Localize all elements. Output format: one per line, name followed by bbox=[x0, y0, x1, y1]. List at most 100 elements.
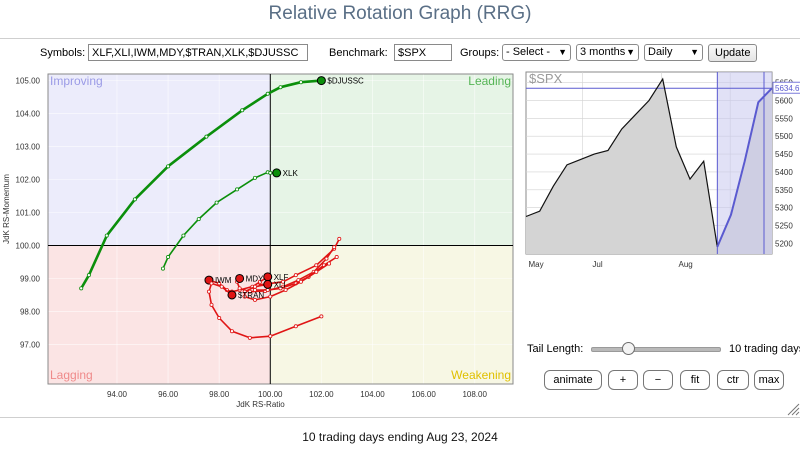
page-title: Relative Rotation Graph (RRG) bbox=[268, 3, 532, 24]
rrg-chart[interactable]: Improving Leading Lagging Weakening 94.00 96.… bbox=[0, 64, 522, 422]
tail-point bbox=[206, 289, 211, 294]
spx-y-tick: 5600 bbox=[775, 97, 793, 106]
tail-point bbox=[242, 294, 247, 299]
spx-last-value: 5634.61 bbox=[775, 84, 800, 93]
symbol-label: XLI bbox=[274, 280, 286, 289]
frequency-select-value: Daily bbox=[648, 46, 673, 58]
tail-point bbox=[104, 233, 109, 238]
x-tick-label: 104.00 bbox=[360, 390, 385, 399]
quadrant-label-lagging: Lagging bbox=[50, 368, 93, 382]
head-marker-tran bbox=[227, 290, 237, 300]
tail-point bbox=[314, 263, 319, 268]
zoom-in-button[interactable]: + bbox=[608, 370, 638, 390]
tail-point bbox=[319, 314, 324, 319]
y-tick-label: 98.00 bbox=[20, 307, 41, 316]
symbol-label: $TRAN bbox=[238, 291, 264, 300]
tail-length-value: 10 trading days bbox=[729, 343, 800, 355]
x-tick-label: 108.00 bbox=[462, 390, 487, 399]
frequency-select[interactable]: Daily ▼ bbox=[644, 44, 703, 61]
tail-point bbox=[332, 245, 337, 250]
spx-area bbox=[526, 79, 772, 254]
tail-point bbox=[217, 281, 222, 286]
quadrant-lagging bbox=[48, 245, 271, 384]
y-tick-label: 103.00 bbox=[16, 143, 41, 152]
tail-point bbox=[166, 164, 171, 169]
animate-button[interactable]: animate bbox=[544, 370, 602, 390]
symbol-label: XLK bbox=[283, 169, 299, 178]
head-marker-mdy bbox=[235, 273, 245, 283]
footer-caption: 10 trading days ending Aug 23, 2024 bbox=[302, 430, 498, 444]
y-tick-label: 105.00 bbox=[16, 77, 41, 86]
tail-point bbox=[252, 297, 257, 302]
tail-point bbox=[181, 233, 186, 238]
tail-point bbox=[196, 217, 201, 222]
tail-point bbox=[268, 294, 273, 299]
spx-month-label: Aug bbox=[679, 260, 693, 269]
spx-price-line bbox=[525, 77, 718, 247]
tail-length-slider-handle[interactable] bbox=[622, 342, 636, 355]
quadrant-weakening bbox=[270, 245, 513, 384]
tail-point bbox=[258, 279, 263, 284]
tail-point bbox=[219, 284, 224, 289]
tail-point bbox=[252, 284, 257, 289]
tail-point bbox=[166, 255, 171, 260]
max-button[interactable]: max bbox=[754, 370, 784, 390]
tail-point bbox=[247, 335, 252, 340]
y-tick-label: 100.00 bbox=[16, 241, 41, 250]
spx-month-label: May bbox=[528, 260, 543, 269]
symbol-label: MDY bbox=[246, 274, 264, 283]
spx-price-line-highlight bbox=[716, 87, 773, 248]
spx-chart: 5650560055505500545054005350530052505200… bbox=[525, 71, 800, 269]
tail-point bbox=[237, 286, 242, 291]
plot-frame bbox=[47, 73, 514, 385]
symbol-label: IWM bbox=[215, 276, 232, 285]
x-tick-label: 96.00 bbox=[158, 390, 179, 399]
tail-point bbox=[327, 261, 332, 266]
tail-point bbox=[204, 134, 209, 139]
spx-y-tick: 5300 bbox=[775, 204, 793, 213]
tail-point bbox=[86, 273, 91, 278]
period-select[interactable]: 3 months ▼ bbox=[576, 44, 639, 61]
x-tick-label: 100.00 bbox=[258, 390, 283, 399]
tail-length-slider[interactable] bbox=[591, 347, 721, 352]
x-axis-title: JdK RS-Ratio bbox=[236, 400, 285, 409]
x-tick-label: 94.00 bbox=[107, 390, 128, 399]
rrg-panel bbox=[0, 38, 800, 418]
groups-select[interactable]: - Select - ▼ bbox=[502, 44, 571, 61]
tail-point bbox=[324, 256, 329, 261]
y-tick-label: 102.00 bbox=[16, 176, 41, 185]
groups-label: Groups: bbox=[460, 47, 500, 59]
tail-point bbox=[214, 200, 219, 205]
quadrant-label-improving: Improving bbox=[50, 74, 103, 88]
tail-point bbox=[314, 269, 319, 274]
tail-point bbox=[278, 85, 283, 90]
tail-point bbox=[209, 281, 214, 286]
tail-point bbox=[298, 279, 303, 284]
chevron-down-icon: ▼ bbox=[690, 47, 699, 57]
head-marker-xli bbox=[263, 279, 273, 289]
x-tick-label: 98.00 bbox=[209, 390, 230, 399]
center-button[interactable]: ctr bbox=[717, 370, 749, 390]
benchmark-input[interactable] bbox=[394, 44, 452, 61]
tail-point bbox=[79, 286, 84, 291]
tail-point bbox=[293, 273, 298, 278]
head-marker-djussc bbox=[316, 76, 326, 86]
tail-point bbox=[229, 329, 234, 334]
spx-y-tick: 5550 bbox=[775, 114, 793, 123]
spx-month-label: Jul bbox=[592, 260, 602, 269]
resize-handle-icon[interactable] bbox=[786, 402, 800, 416]
spx-y-tick: 5350 bbox=[775, 186, 793, 195]
period-select-value: 3 months bbox=[580, 46, 626, 58]
y-axis-title: JdK RS-Momentum bbox=[2, 174, 11, 244]
fit-button[interactable]: fit bbox=[680, 370, 710, 390]
symbols-input[interactable] bbox=[88, 44, 308, 61]
update-button[interactable]: Update bbox=[708, 44, 758, 62]
benchmark-label: Benchmark: bbox=[329, 47, 388, 59]
head-marker-xlk bbox=[272, 168, 282, 178]
symbols-label: Symbols: bbox=[40, 47, 86, 59]
zoom-out-button[interactable]: − bbox=[643, 370, 673, 390]
chevron-down-icon: ▼ bbox=[626, 47, 635, 57]
y-tick-label: 97.00 bbox=[20, 340, 41, 349]
chevron-down-icon: ▼ bbox=[558, 47, 567, 57]
quadrant-label-weakening: Weakening bbox=[451, 368, 511, 382]
